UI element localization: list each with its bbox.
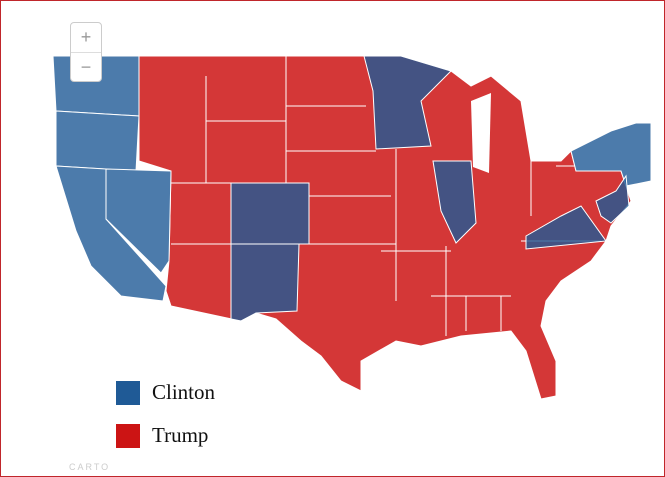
region [525, 205, 607, 250]
legend-item: Clinton [116, 380, 215, 405]
region [230, 182, 310, 245]
legend-label: Clinton [152, 380, 216, 404]
zoom-in[interactable]: + [80, 27, 92, 47]
zoom-control: + − [70, 22, 102, 82]
region [105, 168, 172, 274]
legend-swatch [116, 380, 140, 405]
zoom-out[interactable]: − [71, 52, 101, 82]
legend-label: Trump [152, 423, 209, 447]
legend-item: Trump [116, 423, 208, 448]
region [595, 174, 630, 224]
region [570, 122, 652, 187]
attribution[interactable]: CARTO [69, 462, 111, 472]
region [230, 243, 300, 322]
region [363, 55, 452, 150]
lake [471, 93, 491, 173]
region [55, 110, 140, 172]
region [432, 160, 477, 244]
legend-swatch [116, 423, 140, 448]
